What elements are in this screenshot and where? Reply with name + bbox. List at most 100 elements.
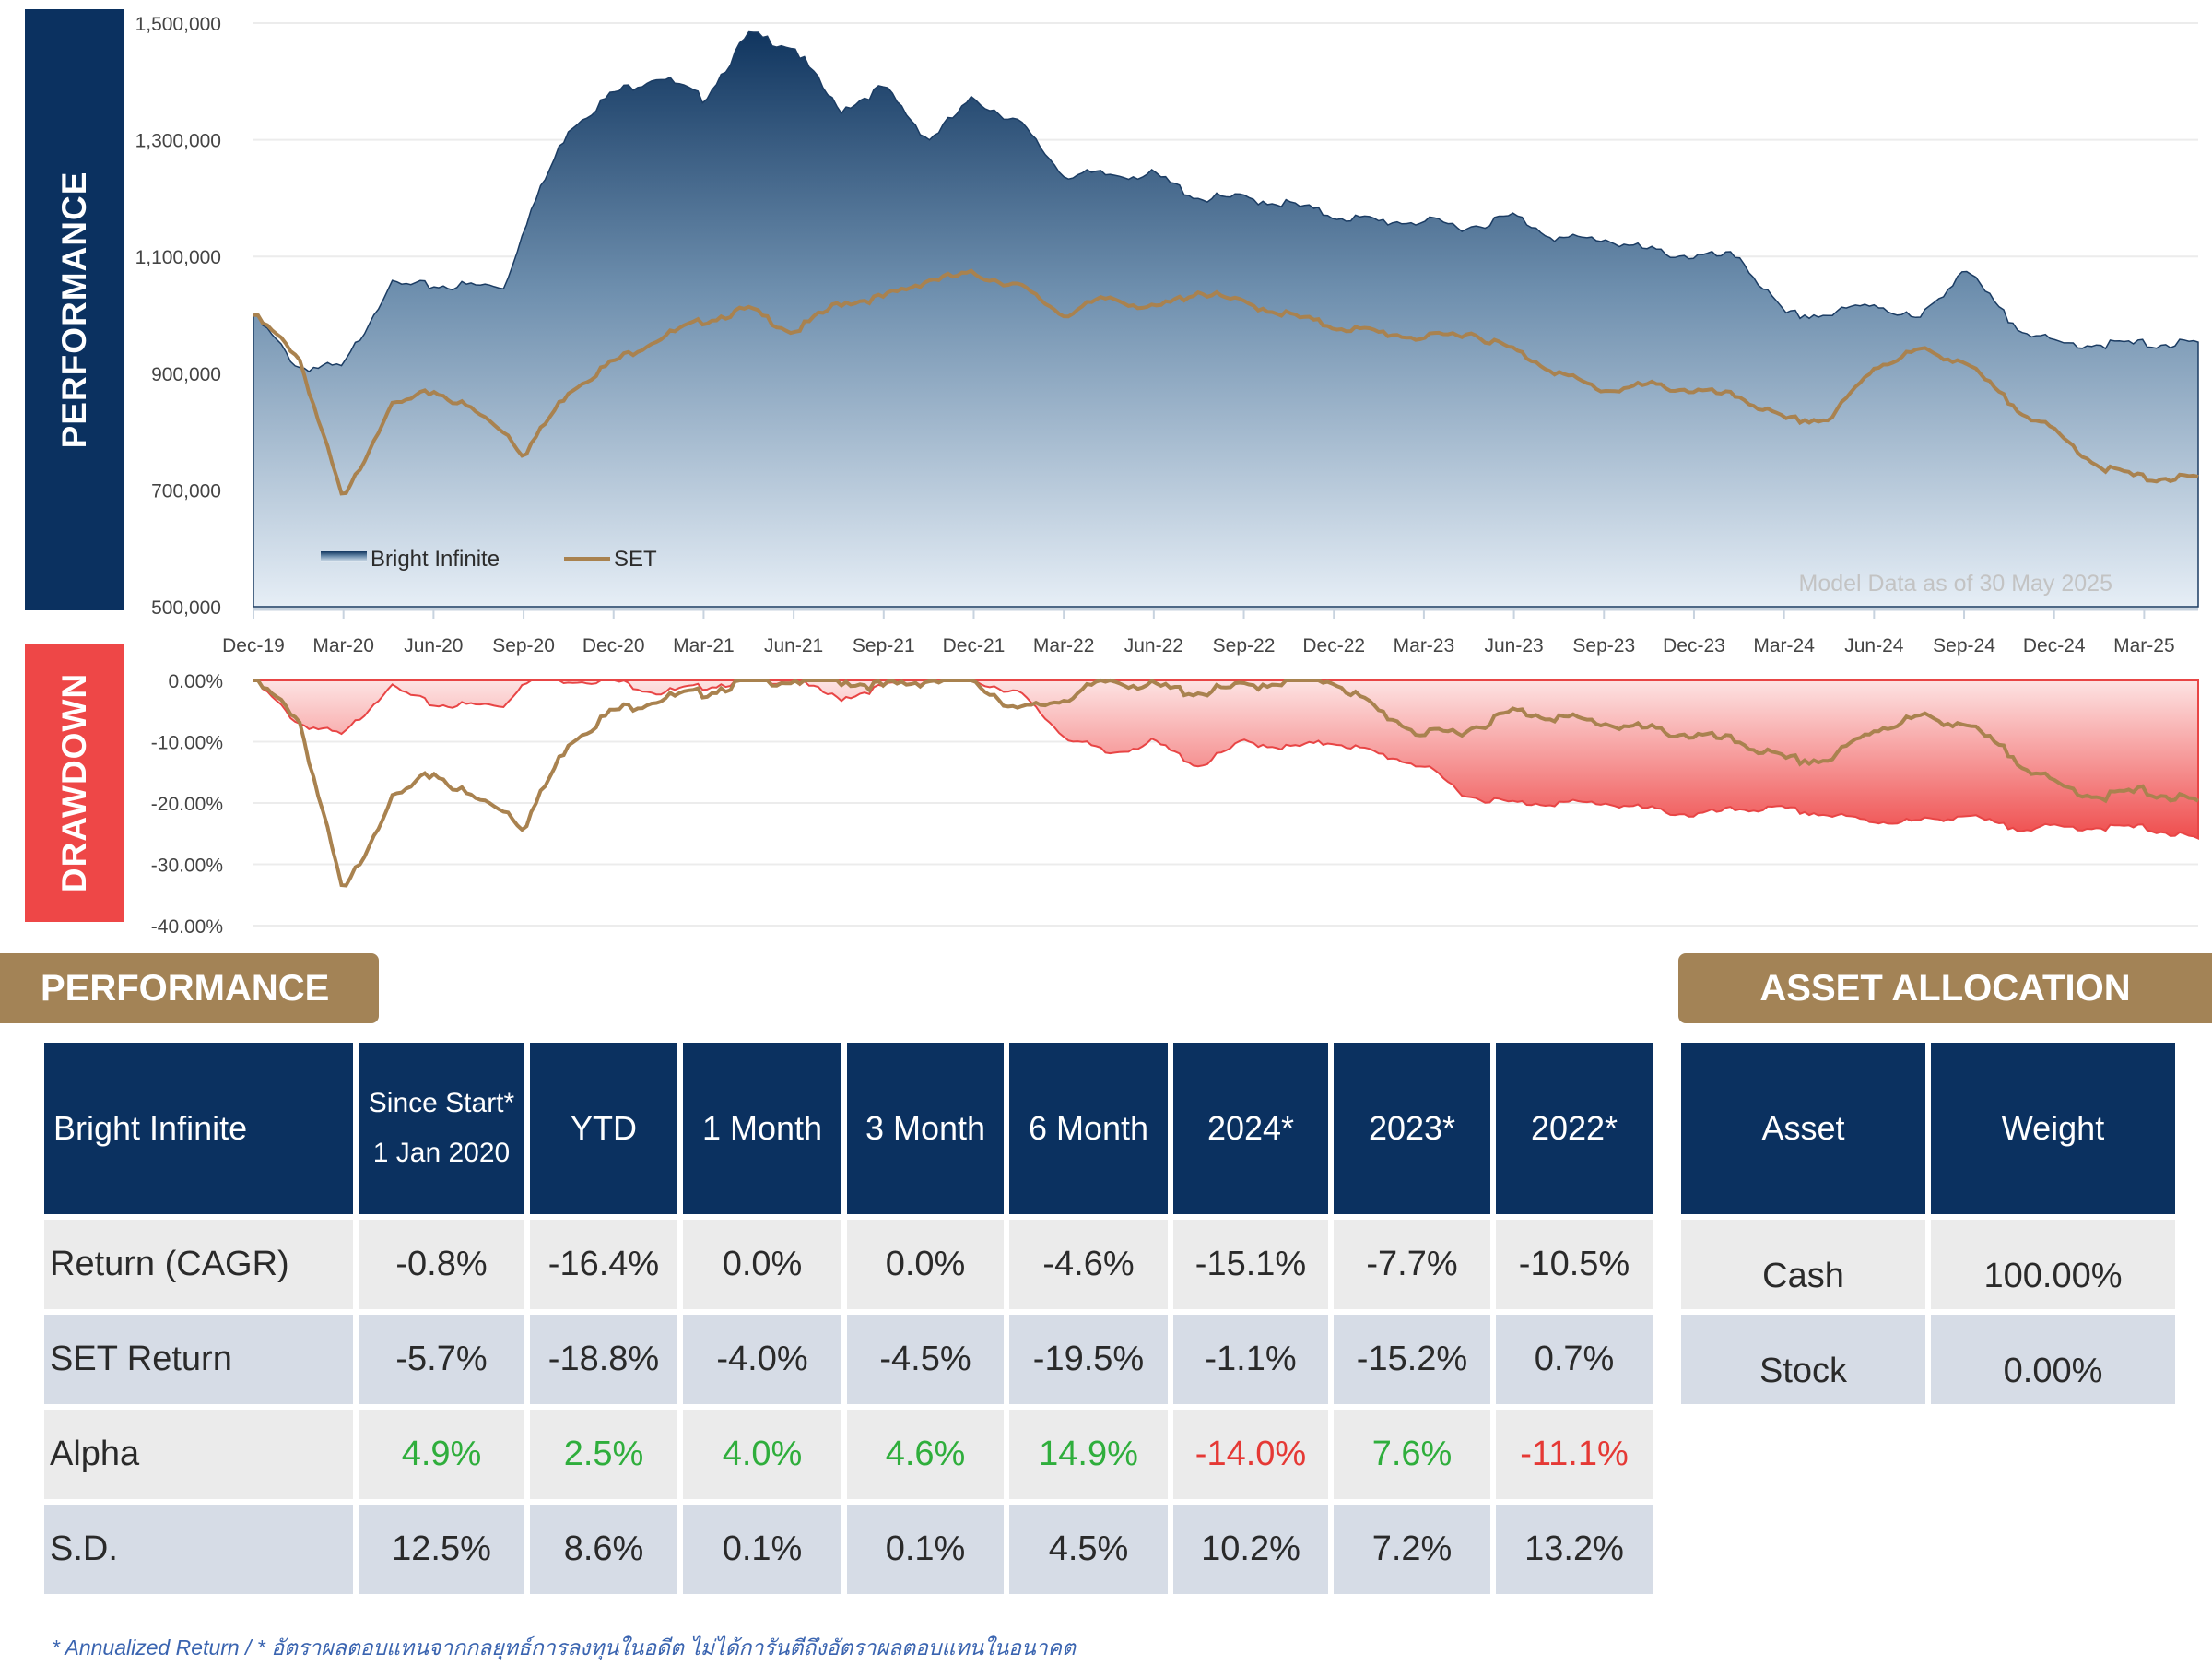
- x-tick-label: Sep-20: [492, 635, 555, 656]
- x-tick-label: Sep-21: [853, 635, 915, 656]
- column-header-6-month: 6 Month: [1009, 1043, 1168, 1214]
- cell-value: 10.2%: [1173, 1505, 1328, 1594]
- column-header-asset: Asset: [1681, 1043, 1925, 1214]
- cell-value: -4.0%: [683, 1315, 841, 1404]
- cell-value: -5.7%: [359, 1315, 524, 1404]
- column-header-2022: 2022*: [1496, 1043, 1653, 1214]
- asset-allocation-table: Asset Weight Cash 100.00% Stock 0.00%: [1676, 1037, 2181, 1410]
- performance-x-ticks: Dec-19 Mar-20 Jun-20 Sep-20 Dec-20 Mar-21 Jun-…: [222, 609, 2175, 656]
- y-tick-label: -30.00%: [151, 856, 223, 877]
- performance-table: Bright Infinite Since Start* 1 Jan 2020 …: [39, 1037, 1658, 1600]
- cell-value: -16.4%: [530, 1220, 677, 1309]
- drawdown-y-ticks: 0.00% -10.00% -20.00% -30.00% -40.00%: [151, 671, 223, 938]
- column-header-2023: 2023*: [1334, 1043, 1490, 1214]
- performance-y-ticks: 500,000 700,000 900,000 1,100,000 1,300,000 1…: [135, 14, 221, 619]
- cell-value: 2.5%: [530, 1410, 677, 1499]
- x-tick-label: Jun-23: [1484, 635, 1543, 656]
- cell-value: 14.9%: [1009, 1410, 1168, 1499]
- series-set-line: [253, 268, 2199, 496]
- series-bright-infinite-area: [253, 30, 2199, 608]
- y-tick-label: 900,000: [151, 364, 221, 385]
- drawdown-side-banner: DRAWDOWN: [25, 644, 124, 922]
- allocation-header-row: Asset Weight: [1681, 1043, 2175, 1214]
- asset-weight: 100.00%: [1931, 1220, 2175, 1309]
- column-header-since-start: Since Start* 1 Jan 2020: [359, 1043, 524, 1214]
- cell-value: -19.5%: [1009, 1315, 1168, 1404]
- cell-value: 13.2%: [1496, 1505, 1653, 1594]
- cell-value: 0.0%: [847, 1220, 1004, 1309]
- cell-value: 12.5%: [359, 1505, 524, 1594]
- column-header-2024: 2024*: [1173, 1043, 1328, 1214]
- table-row-sd: S.D. 12.5% 8.6% 0.1% 0.1% 4.5% 10.2% 7.2…: [44, 1505, 1653, 1594]
- cell-value: 4.5%: [1009, 1505, 1168, 1594]
- cell-value: 7.6%: [1334, 1410, 1490, 1499]
- x-tick-label: Dec-19: [222, 635, 285, 656]
- cell-value: -1.1%: [1173, 1315, 1328, 1404]
- model-data-annotation: Model Data as of 30 May 2025: [1799, 571, 2112, 596]
- table-row-set-return: SET Return -5.7% -18.8% -4.0% -4.5% -19.…: [44, 1315, 1653, 1404]
- series-bright-infinite-drawdown-area: [253, 679, 2199, 841]
- table-row-stock: Stock 0.00%: [1681, 1315, 2175, 1404]
- y-tick-label: 1,500,000: [135, 14, 221, 35]
- footnote: * Annualized Return / * อัตราผลตอบแทนจาก…: [52, 1635, 1076, 1659]
- x-tick-label: Jun-21: [764, 635, 823, 656]
- x-tick-label: Mar-24: [1753, 635, 1815, 656]
- x-tick-label: Mar-20: [312, 635, 374, 656]
- legend: Bright Infinite SET: [321, 547, 657, 572]
- y-tick-label: -40.00%: [151, 916, 223, 938]
- x-tick-label: Sep-23: [1572, 635, 1635, 656]
- x-tick-label: Jun-24: [1844, 635, 1904, 656]
- cell-value: 4.9%: [359, 1410, 524, 1499]
- table-row-return-cagr: Return (CAGR) -0.8% -16.4% 0.0% 0.0% -4.…: [44, 1220, 1653, 1309]
- y-tick-label: 500,000: [151, 597, 221, 619]
- column-header-3-month: 3 Month: [847, 1043, 1004, 1214]
- cell-value: -18.8%: [530, 1315, 677, 1404]
- y-tick-label: 700,000: [151, 480, 221, 502]
- cell-value: -14.0%: [1173, 1410, 1328, 1499]
- cell-value: 8.6%: [530, 1505, 677, 1594]
- drawdown-side-label: DRAWDOWN: [55, 672, 93, 893]
- y-tick-label: -10.00%: [151, 733, 223, 754]
- y-tick-label: 1,100,000: [135, 247, 221, 268]
- y-tick-label: 0.00%: [168, 671, 223, 692]
- column-header-name: Bright Infinite: [44, 1043, 353, 1214]
- table-row-cash: Cash 100.00%: [1681, 1220, 2175, 1309]
- cell-value: 4.0%: [683, 1410, 841, 1499]
- x-tick-label: Mar-21: [673, 635, 735, 656]
- performance-side-label: PERFORMANCE: [55, 171, 93, 449]
- series-set-drawdown-line: [253, 678, 2199, 888]
- charts-area: 500,000 700,000 900,000 1,100,000 1,300,000 1…: [135, 14, 2199, 938]
- since-start-date: 1 Jan 2020: [372, 1138, 511, 1168]
- row-label: S.D.: [44, 1505, 353, 1594]
- since-start-label: Since Start*: [368, 1088, 515, 1118]
- x-tick-label: Dec-21: [943, 635, 1006, 656]
- asset-name: Stock: [1681, 1315, 1925, 1404]
- legend-label-set: SET: [614, 547, 657, 572]
- cell-value: -15.1%: [1173, 1220, 1328, 1309]
- performance-section-header: PERFORMANCE: [0, 953, 379, 1023]
- x-tick-label: Dec-23: [1663, 635, 1725, 656]
- row-label: Return (CAGR): [44, 1220, 353, 1309]
- cell-value: -7.7%: [1334, 1220, 1490, 1309]
- y-tick-label: -20.00%: [151, 794, 223, 815]
- column-header-1-month: 1 Month: [683, 1043, 841, 1214]
- x-tick-label: Dec-22: [1302, 635, 1365, 656]
- cell-value: 0.1%: [683, 1505, 841, 1594]
- row-label: Alpha: [44, 1410, 353, 1499]
- cell-value: 4.6%: [847, 1410, 1004, 1499]
- cell-value: -4.5%: [847, 1315, 1004, 1404]
- cell-value: -4.6%: [1009, 1220, 1168, 1309]
- asset-allocation-section-header: ASSET ALLOCATION: [1678, 953, 2212, 1023]
- x-tick-label: Mar-25: [2113, 635, 2175, 656]
- cell-value: 0.1%: [847, 1505, 1004, 1594]
- legend-label-bright-infinite: Bright Infinite: [371, 547, 500, 572]
- x-tick-label: Jun-22: [1124, 635, 1183, 656]
- cell-value: -15.2%: [1334, 1315, 1490, 1404]
- x-tick-label: Mar-23: [1394, 635, 1455, 656]
- x-tick-label: Dec-20: [582, 635, 645, 656]
- x-tick-label: Jun-20: [404, 635, 463, 656]
- cell-value: 0.7%: [1496, 1315, 1653, 1404]
- cell-value: 7.2%: [1334, 1505, 1490, 1594]
- cell-value: -11.1%: [1496, 1410, 1653, 1499]
- legend-swatch-bright-infinite: [321, 551, 367, 562]
